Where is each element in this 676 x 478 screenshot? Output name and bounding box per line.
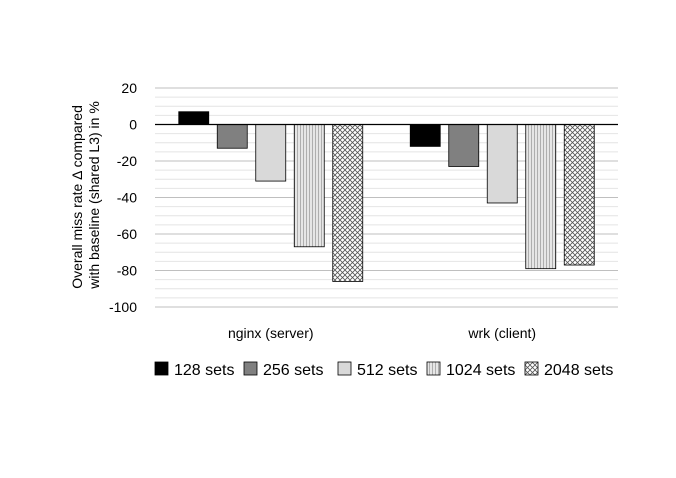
y-tick-label: -20 [117, 153, 137, 169]
y-tick-label: -60 [117, 226, 137, 242]
bar-512-sets-nginx [255, 124, 287, 182]
legend-item: 2048 sets [524, 361, 613, 379]
y-tick-label: -100 [109, 299, 137, 315]
bar-512-sets-wrk [486, 124, 518, 204]
category-label: nginx (server) [228, 325, 314, 341]
y-axis-label-line-2: with baseline (shared L3) in % [86, 101, 102, 290]
legend: 128 sets 256 sets 512 sets 1024 sets 2048 se… [154, 361, 613, 379]
bar-128-sets-wrk [409, 124, 441, 147]
y-axis-label-line-1: Overall miss rate Δ compared [69, 105, 85, 289]
legend-swatch [524, 361, 539, 376]
y-tick-label: 20 [121, 80, 137, 96]
bar-1024-sets-nginx [293, 124, 325, 248]
legend-label: 128 sets [174, 362, 234, 379]
bar-1024-sets-wrk [525, 124, 557, 270]
legend-item: 128 sets [154, 361, 234, 379]
legend-item: 1024 sets [426, 361, 515, 379]
bar-256-sets-nginx [216, 124, 248, 149]
bars [178, 111, 595, 282]
legend-item: 256 sets [243, 361, 323, 379]
category-label: wrk (client) [467, 325, 536, 341]
bar-2048-sets-nginx [332, 124, 364, 282]
bar-2048-sets-wrk [563, 124, 595, 266]
axes: 20 0 -20 -40 -60 -80 -100 nginx (server) wrk (cl… [109, 80, 618, 341]
bar-256-sets-wrk [448, 124, 480, 167]
legend-label: 512 sets [357, 362, 417, 379]
legend-swatch [154, 361, 169, 376]
y-tick-label: -80 [117, 263, 137, 279]
legend-swatch [243, 361, 258, 376]
y-axis-label: Overall miss rate Δ compared with baseli… [69, 101, 102, 290]
legend-label: 256 sets [263, 362, 323, 379]
bar-128-sets-nginx [178, 111, 210, 125]
y-tick-label: 0 [129, 117, 137, 133]
y-tick-label: -40 [117, 190, 137, 206]
legend-label: 2048 sets [544, 362, 613, 379]
legend-swatch [426, 361, 441, 376]
legend-swatch [337, 361, 352, 376]
legend-item: 512 sets [337, 361, 417, 379]
legend-label: 1024 sets [446, 362, 515, 379]
